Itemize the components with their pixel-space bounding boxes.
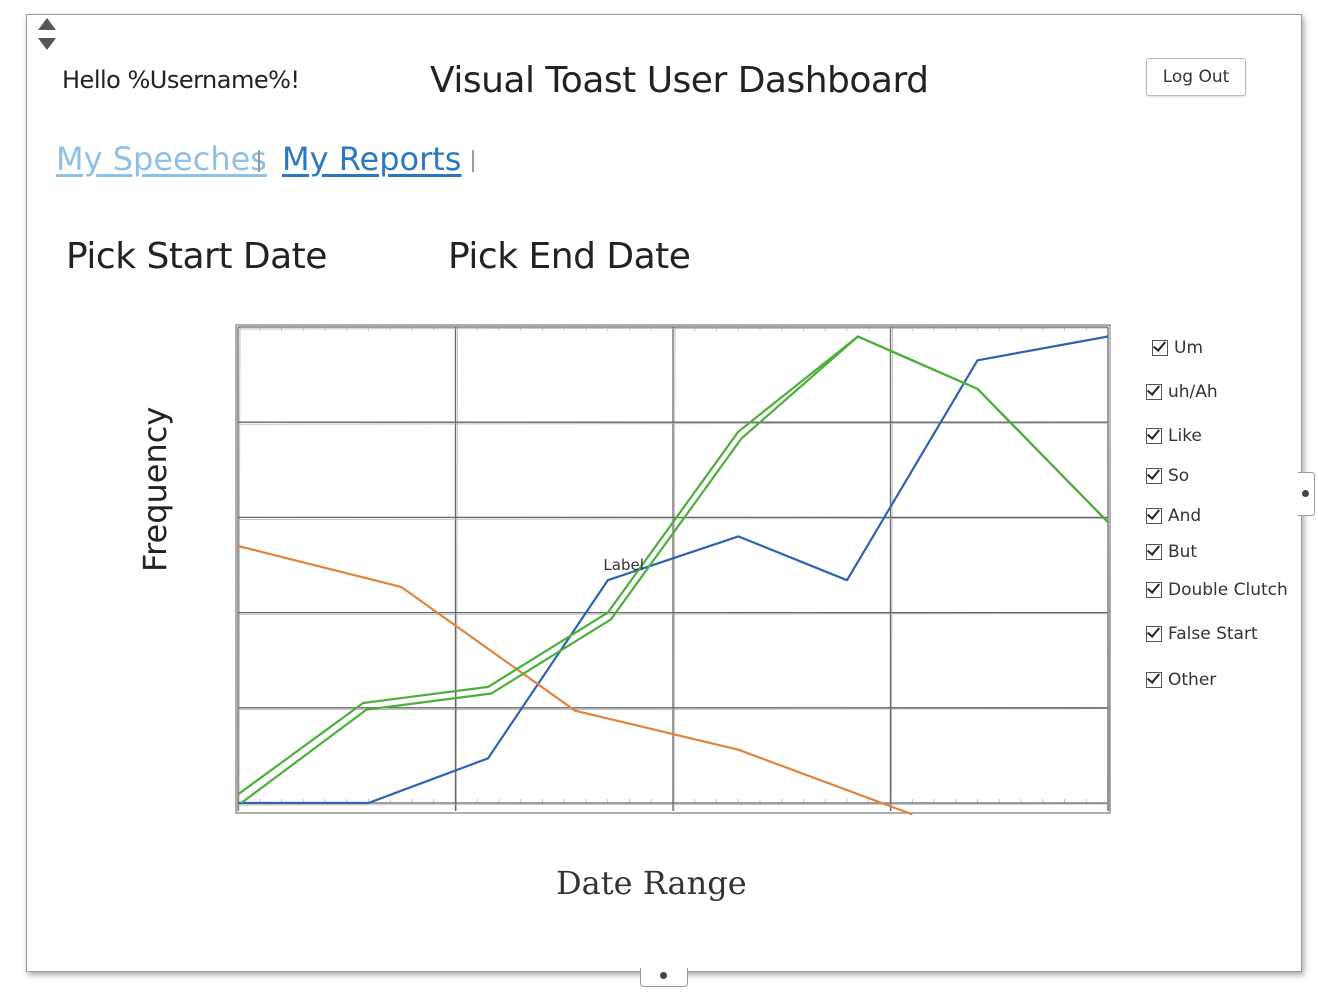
legend-label: Like <box>1168 426 1202 446</box>
end-date-picker[interactable]: Pick End Date <box>448 236 691 277</box>
grid-line-horizontal <box>237 803 1109 806</box>
legend-item-like[interactable]: Like <box>1146 426 1202 446</box>
legend-item-but[interactable]: But <box>1146 542 1197 562</box>
legend-item-um[interactable]: Um <box>1152 338 1203 358</box>
checkbox-checked-icon[interactable] <box>1146 626 1162 642</box>
grid-line-horizontal <box>237 518 1109 520</box>
legend-label: So <box>1168 466 1190 486</box>
series-line-blue <box>238 335 1109 805</box>
grid-line-horizontal <box>237 708 1109 711</box>
greeting-text: Hello %Username%! <box>62 66 300 94</box>
legend-label: uh/Ah <box>1168 382 1218 402</box>
grid-line-vertical <box>456 326 458 812</box>
grid-line-vertical <box>238 326 241 812</box>
legend-label: Other <box>1168 670 1217 690</box>
chart-annotation: Label <box>603 556 643 574</box>
checkbox-checked-icon[interactable] <box>1146 384 1162 400</box>
grid-line-horizontal <box>237 422 1109 425</box>
page-title: Visual Toast User Dashboard <box>430 60 929 101</box>
grid-line-horizontal <box>237 327 1109 330</box>
series-line-green-shadow <box>240 335 1109 804</box>
grid-line-vertical <box>891 326 893 812</box>
legend-item-false-start[interactable]: False Start <box>1146 624 1258 644</box>
x-axis-label: Date Range <box>556 864 747 902</box>
checkbox-checked-icon[interactable] <box>1146 508 1162 524</box>
y-axis-label: Frequency <box>136 407 176 572</box>
start-date-picker[interactable]: Pick Start Date <box>66 236 327 277</box>
side-resize-handle[interactable] <box>1298 472 1315 516</box>
nav-link-my-reports[interactable]: My Reports <box>282 140 462 178</box>
checkbox-checked-icon[interactable] <box>1152 340 1168 356</box>
checkbox-checked-icon[interactable] <box>1146 544 1162 560</box>
legend-item-uh-ah[interactable]: uh/Ah <box>1146 382 1218 402</box>
legend-label: Double Clutch <box>1168 580 1288 600</box>
nav-separator <box>258 150 260 172</box>
legend-label: And <box>1168 506 1202 526</box>
legend-label: But <box>1168 542 1198 562</box>
grid-line-horizontal <box>237 613 1109 615</box>
grid-line-vertical <box>1108 326 1111 812</box>
checkbox-checked-icon[interactable] <box>1146 468 1162 484</box>
scroll-arrows-icon[interactable] <box>36 16 58 54</box>
legend-item-other[interactable]: Other <box>1146 670 1216 690</box>
nav-separator <box>472 150 474 172</box>
logout-button[interactable]: Log Out <box>1146 58 1246 96</box>
bottom-resize-handle[interactable] <box>640 968 688 987</box>
series-line-orange <box>237 544 913 815</box>
grid-line-vertical <box>673 326 676 812</box>
legend-item-so[interactable]: So <box>1146 466 1189 486</box>
nav-link-my-speeches[interactable]: My Speeches <box>56 140 267 178</box>
legend-item-double-clutch[interactable]: Double Clutch <box>1146 580 1288 600</box>
legend-label: Um <box>1174 338 1204 358</box>
legend-item-and[interactable]: And <box>1146 506 1201 526</box>
checkbox-checked-icon[interactable] <box>1146 582 1162 598</box>
checkbox-checked-icon[interactable] <box>1146 428 1162 444</box>
checkbox-checked-icon[interactable] <box>1146 672 1162 688</box>
legend-label: False Start <box>1168 624 1258 644</box>
